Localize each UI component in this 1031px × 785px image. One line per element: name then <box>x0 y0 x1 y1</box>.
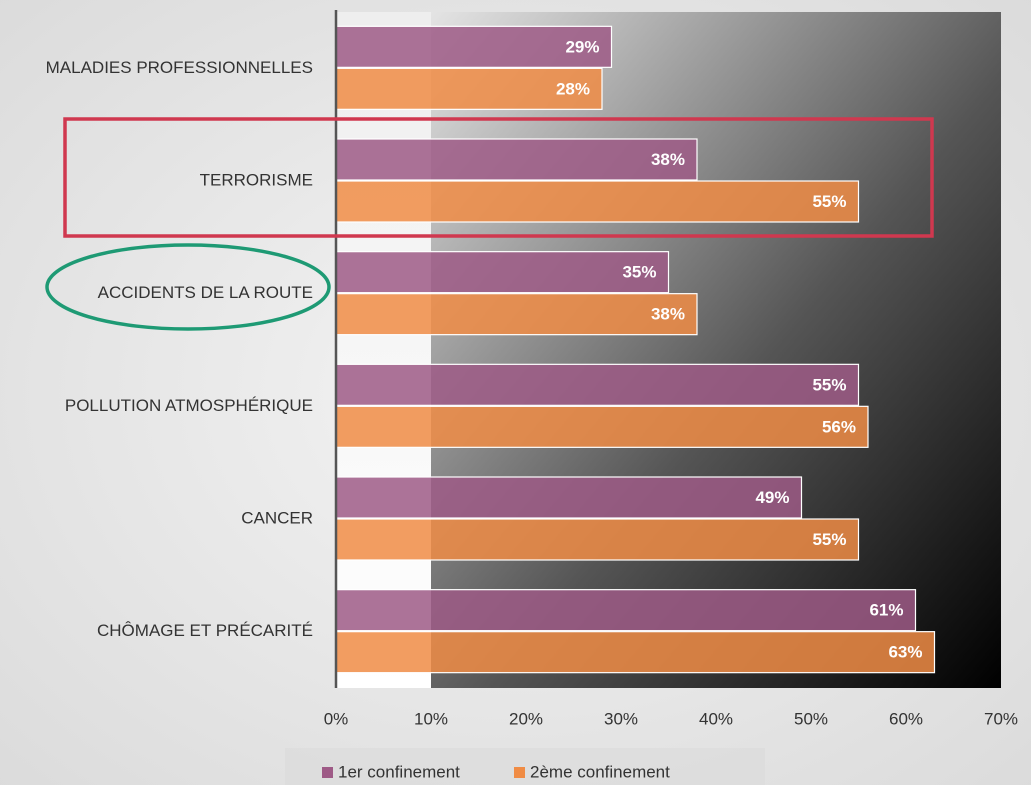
bar <box>335 180 860 223</box>
data-label: 49% <box>755 488 789 507</box>
legend-label: 2ème confinement <box>530 762 670 781</box>
bar <box>335 589 917 632</box>
x-tick-label: 50% <box>794 709 828 728</box>
x-tick-label: 70% <box>984 709 1018 728</box>
data-label: 56% <box>822 417 856 436</box>
legend-swatch <box>514 767 525 778</box>
bar <box>335 476 803 519</box>
data-label: 29% <box>565 37 599 56</box>
y-tick-label: CANCER <box>241 508 313 527</box>
bar <box>335 138 698 181</box>
data-label: 38% <box>651 150 685 169</box>
plot-area <box>431 12 1001 688</box>
highlight-ellipse <box>45 243 331 331</box>
legend-box <box>285 748 765 785</box>
data-label: 61% <box>869 601 903 620</box>
data-label: 63% <box>888 643 922 662</box>
bar <box>335 405 869 448</box>
highlight-box <box>63 117 934 238</box>
x-tick-label: 0% <box>324 709 349 728</box>
y-tick-label: ACCIDENTS DE LA ROUTE <box>98 283 313 302</box>
y-tick-label: POLLUTION ATMOSPHÉRIQUE <box>65 396 313 415</box>
data-label: 35% <box>622 263 656 282</box>
legend-label: 1er confinement <box>338 762 460 781</box>
legend-swatch <box>322 767 333 778</box>
bar <box>335 251 670 294</box>
x-tick-label: 60% <box>889 709 923 728</box>
bar <box>335 363 860 406</box>
x-tick-label: 20% <box>509 709 543 728</box>
x-tick-label: 10% <box>414 709 448 728</box>
data-label: 28% <box>556 79 590 98</box>
x-tick-label: 40% <box>699 709 733 728</box>
data-label: 38% <box>651 305 685 324</box>
bar <box>335 293 698 336</box>
y-tick-label: TERRORISME <box>200 170 313 189</box>
bar <box>335 631 936 674</box>
bar <box>335 25 613 68</box>
bar <box>335 67 603 110</box>
data-label: 55% <box>812 530 846 549</box>
data-label: 55% <box>812 192 846 211</box>
y-tick-label: CHÔMAGE ET PRÉCARITÉ <box>97 621 313 640</box>
bar <box>335 518 860 561</box>
x-tick-label: 30% <box>604 709 638 728</box>
data-label: 55% <box>812 375 846 394</box>
y-tick-label: MALADIES PROFESSIONNELLES <box>46 58 313 77</box>
plot-left-area <box>336 12 431 688</box>
